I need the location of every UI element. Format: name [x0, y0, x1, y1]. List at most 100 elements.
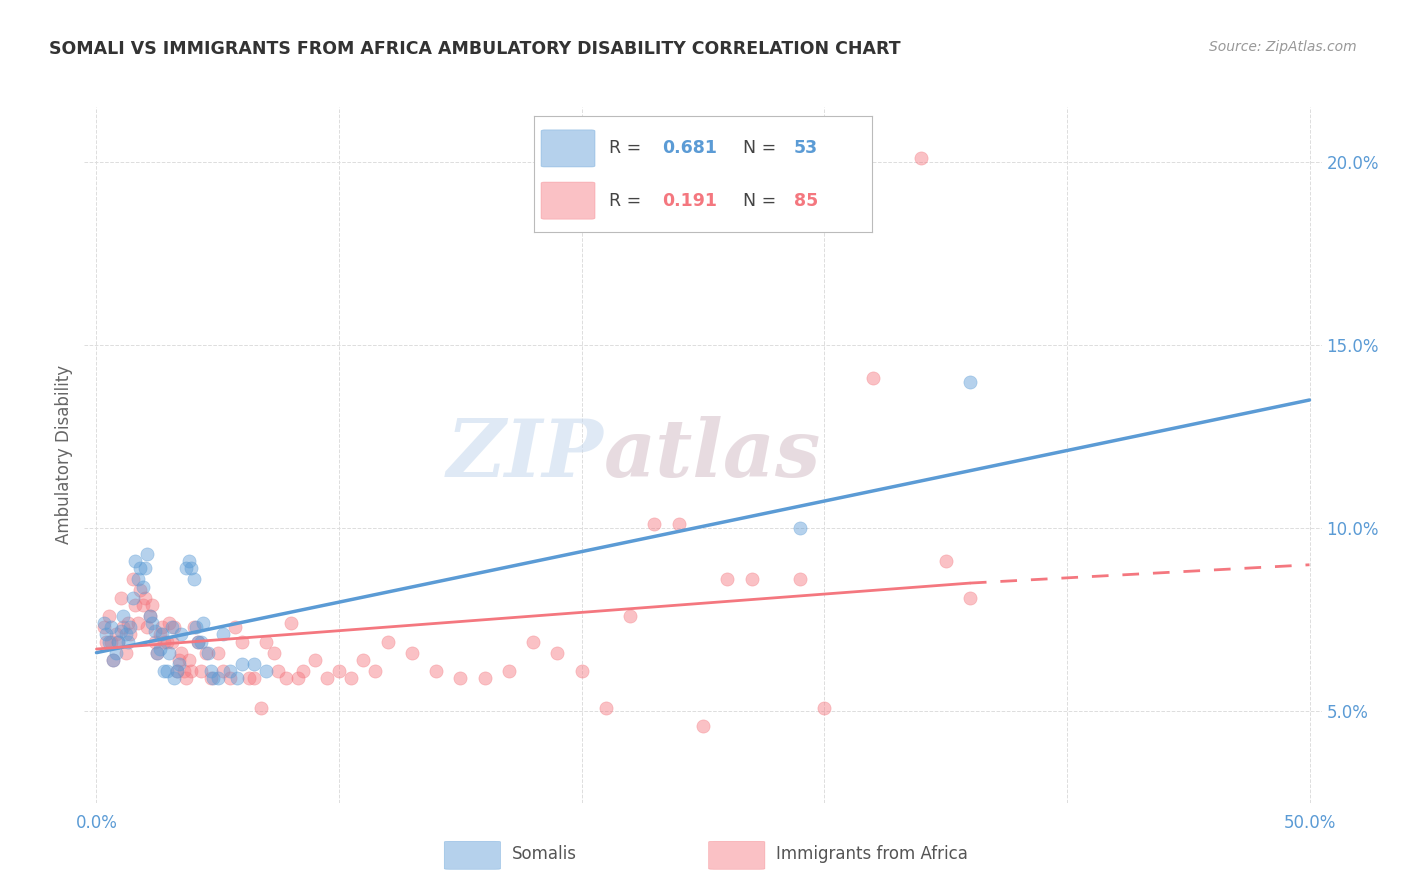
Point	[93, 620, 115, 634]
Point	[789, 521, 811, 535]
Point	[250, 700, 273, 714]
Point	[194, 646, 217, 660]
Point	[153, 634, 176, 648]
Point	[789, 573, 811, 587]
FancyBboxPatch shape	[444, 841, 501, 870]
Point	[231, 657, 253, 671]
Point	[143, 624, 166, 638]
Point	[150, 620, 173, 634]
Point	[93, 616, 115, 631]
FancyBboxPatch shape	[541, 130, 595, 167]
Point	[141, 598, 163, 612]
Point	[96, 634, 118, 648]
Point	[163, 620, 186, 634]
Point	[619, 609, 641, 624]
Point	[401, 646, 423, 660]
Point	[107, 634, 129, 648]
Point	[153, 664, 176, 678]
Point	[104, 627, 127, 641]
Point	[170, 627, 193, 641]
Point	[959, 591, 981, 605]
Point	[716, 573, 738, 587]
Point	[183, 573, 205, 587]
Point	[167, 657, 190, 671]
Point	[267, 664, 290, 678]
Point	[287, 671, 309, 685]
Point	[190, 664, 212, 678]
Text: Source: ZipAtlas.com: Source: ZipAtlas.com	[1209, 40, 1357, 54]
Point	[114, 646, 136, 660]
Point	[304, 653, 326, 667]
Point	[197, 646, 219, 660]
Point	[136, 620, 159, 634]
Point	[131, 598, 153, 612]
Point	[143, 634, 166, 648]
Point	[813, 700, 835, 714]
Point	[862, 371, 884, 385]
Point	[316, 671, 339, 685]
Point	[134, 591, 156, 605]
Point	[157, 616, 180, 631]
Point	[595, 700, 617, 714]
Point	[187, 634, 209, 648]
Point	[340, 671, 363, 685]
Point	[136, 547, 159, 561]
Point	[571, 664, 593, 678]
Point	[174, 561, 197, 575]
Point	[127, 616, 149, 631]
Point	[522, 634, 544, 648]
Point	[120, 620, 142, 634]
Text: 85: 85	[794, 192, 818, 210]
Point	[174, 671, 197, 685]
Point	[117, 634, 139, 648]
FancyBboxPatch shape	[541, 182, 595, 219]
Text: SOMALI VS IMMIGRANTS FROM AFRICA AMBULATORY DISABILITY CORRELATION CHART: SOMALI VS IMMIGRANTS FROM AFRICA AMBULAT…	[49, 40, 901, 58]
Point	[263, 646, 285, 660]
Point	[474, 671, 496, 685]
Point	[254, 634, 277, 648]
Point	[546, 646, 568, 660]
Point	[134, 561, 156, 575]
Text: 53: 53	[794, 139, 818, 157]
Text: 0.681: 0.681	[662, 139, 717, 157]
Point	[425, 664, 447, 678]
Point	[177, 554, 200, 568]
Text: Immigrants from Africa: Immigrants from Africa	[776, 845, 967, 863]
Point	[180, 664, 202, 678]
Point	[150, 627, 173, 641]
Point	[139, 609, 162, 624]
Point	[200, 664, 222, 678]
Point	[124, 554, 146, 568]
Point	[243, 671, 266, 685]
Point	[200, 671, 222, 685]
Point	[226, 671, 249, 685]
Text: atlas: atlas	[605, 417, 821, 493]
Point	[96, 627, 118, 641]
Point	[193, 616, 215, 631]
Point	[498, 664, 520, 678]
Point	[122, 573, 145, 587]
Text: 0.191: 0.191	[662, 192, 717, 210]
Point	[117, 616, 139, 631]
Point	[131, 580, 153, 594]
Point	[207, 646, 229, 660]
Point	[104, 646, 127, 660]
Text: Somalis: Somalis	[512, 845, 576, 863]
Point	[177, 653, 200, 667]
Point	[201, 671, 224, 685]
Point	[364, 664, 387, 678]
Point	[122, 591, 145, 605]
Point	[352, 653, 374, 667]
Point	[110, 591, 132, 605]
Point	[692, 719, 714, 733]
Point	[160, 620, 183, 634]
Point	[184, 620, 207, 634]
Point	[139, 609, 162, 624]
Point	[170, 646, 193, 660]
Point	[187, 634, 209, 648]
Point	[148, 642, 170, 657]
Point	[183, 620, 205, 634]
Point	[173, 664, 195, 678]
Point	[167, 653, 190, 667]
Point	[100, 634, 122, 648]
